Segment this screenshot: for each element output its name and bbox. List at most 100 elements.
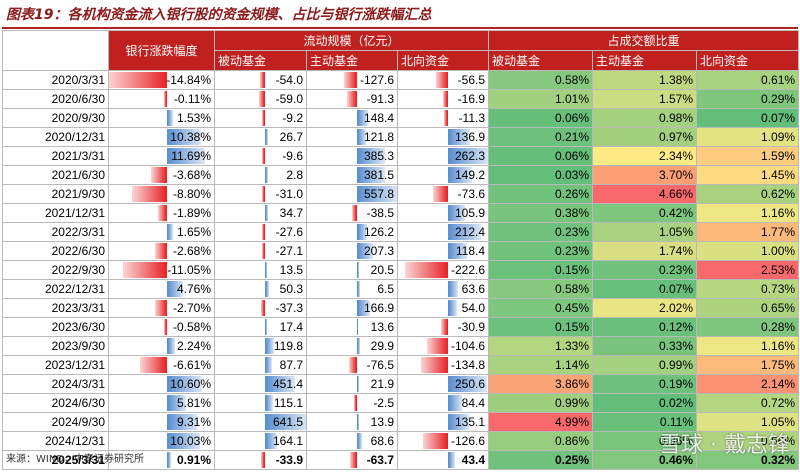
share-active-cell: 1.38% bbox=[592, 70, 698, 90]
flow-active-cell-value: 207.3 bbox=[363, 244, 394, 258]
share-active-cell: 0.07% bbox=[592, 279, 698, 299]
flow-northbound-cell: 84.4 bbox=[396, 393, 490, 413]
row-date: 2023/6/30 bbox=[2, 317, 109, 337]
flow-passive-cell-bar bbox=[261, 224, 266, 240]
flow-northbound-cell-bar bbox=[421, 357, 448, 373]
flow-passive-cell: 50.3 bbox=[214, 279, 307, 299]
flow-active-cell-bar bbox=[356, 110, 369, 126]
share-northbound-cell: 1.16% bbox=[696, 203, 800, 223]
flow-passive-cell-bar bbox=[265, 319, 268, 335]
share-northbound-cell: 0.65% bbox=[696, 298, 800, 318]
bank-change-cell: -11.05% bbox=[108, 260, 215, 280]
share-active-cell: 0.36% bbox=[592, 431, 698, 451]
table-row: 2023/6/30 -0.58% 17.4 13.6 -30.9 0.15% 0.12% 0.… bbox=[2, 317, 800, 337]
flow-northbound-cell-bar bbox=[447, 243, 467, 259]
bank-change-cell-value: -8.80% bbox=[172, 187, 211, 201]
flow-northbound-cell-bar bbox=[440, 319, 448, 335]
flow-passive-cell: 26.7 bbox=[214, 127, 307, 147]
flow-northbound-cell-bar bbox=[435, 72, 448, 88]
bank-change-cell-bar bbox=[166, 224, 173, 240]
flow-northbound-cell-bar bbox=[404, 262, 448, 278]
share-northbound-cell: 0.72% bbox=[696, 393, 800, 413]
bank-change-cell-value: 10.60% bbox=[170, 377, 211, 391]
flow-passive-cell-value: 17.4 bbox=[279, 320, 303, 334]
share-northbound-cell: 0.28% bbox=[696, 317, 800, 337]
flow-active-cell-value: -91.3 bbox=[366, 92, 394, 106]
share-passive-cell: 0.58% bbox=[488, 279, 594, 299]
share-northbound-cell: 1.09% bbox=[696, 127, 800, 147]
table-row: 2020/3/31 -14.84% -54.0 -127.6 -56.5 0.58% 1.3… bbox=[2, 70, 800, 90]
flow-active-cell: 381.5 bbox=[306, 165, 398, 185]
share-northbound-cell: 1.59% bbox=[696, 146, 800, 166]
share-active-cell: 0.12% bbox=[592, 317, 698, 337]
flow-passive-header: 被动基金 bbox=[214, 50, 307, 71]
flow-northbound-cell-bar bbox=[447, 224, 482, 240]
row-date: 2020/6/30 bbox=[2, 89, 109, 109]
flow-passive-cell-bar bbox=[265, 167, 269, 183]
flow-passive-cell: -33.9 bbox=[214, 450, 307, 470]
flow-active-cell: 29.9 bbox=[306, 336, 398, 356]
bank-change-cell-bar bbox=[166, 129, 201, 145]
share-passive-cell: 0.25% bbox=[488, 450, 594, 470]
share-passive-cell: 1.14% bbox=[488, 355, 594, 375]
flow-northbound-cell-bar bbox=[447, 129, 470, 145]
flow-northbound-cell: 135.1 bbox=[396, 412, 490, 432]
bank-change-cell: -2.68% bbox=[108, 241, 215, 261]
flow-northbound-cell: 262.3 bbox=[396, 146, 490, 166]
share-passive-cell: 0.23% bbox=[488, 241, 594, 261]
flow-active-cell-value: -38.5 bbox=[366, 206, 394, 220]
flow-northbound-cell-value: 43.4 bbox=[461, 453, 486, 467]
flow-active-cell-bar bbox=[356, 148, 386, 164]
flow-northbound-cell: 105.9 bbox=[396, 203, 490, 223]
flow-passive-cell-value: -9.6 bbox=[282, 149, 303, 163]
flow-active-cell-bar bbox=[356, 338, 360, 354]
share-passive-header: 被动基金 bbox=[488, 50, 594, 71]
figure-title: 图表19：各机构资金流入银行股的资金规模、占比与银行涨跌幅汇总 bbox=[6, 7, 432, 23]
flow-active-cell: 68.6 bbox=[306, 431, 398, 451]
bank-change-cell-value: -2.68% bbox=[172, 244, 211, 258]
flow-active-cell: 148.4 bbox=[306, 108, 398, 128]
share-active-cell: 0.42% bbox=[592, 203, 698, 223]
share-active-cell: 0.19% bbox=[592, 374, 698, 394]
row-date: 2021/6/30 bbox=[2, 165, 109, 185]
flow-passive-cell: -27.1 bbox=[214, 241, 307, 261]
flow-passive-cell-bar bbox=[265, 376, 295, 392]
flow-passive-cell-value: -9.2 bbox=[282, 111, 303, 125]
flow-active-cell-bar bbox=[356, 224, 367, 240]
flow-passive-cell: 451.4 bbox=[214, 374, 307, 394]
share-northbound-cell: 0.62% bbox=[696, 184, 800, 204]
bank-change-cell: 4.76% bbox=[108, 279, 215, 299]
flow-northbound-cell-value: 105.9 bbox=[455, 206, 486, 220]
row-date: 2022/12/31 bbox=[2, 279, 109, 299]
table-body: 2020/3/31 -14.84% -54.0 -127.6 -56.5 0.58% 1.3… bbox=[2, 70, 800, 470]
bank-change-cell: 10.03% bbox=[108, 431, 215, 451]
flow-active-cell-value: 557.8 bbox=[363, 187, 394, 201]
flow-active-cell-bar bbox=[353, 395, 357, 411]
flow-passive-cell: -59.0 bbox=[214, 89, 307, 109]
flow-passive-cell-value: 119.8 bbox=[273, 339, 303, 353]
table-row: 2023/12/31 -6.61% 87.7 -76.5 -134.8 1.14% 0.99… bbox=[2, 355, 800, 375]
bank-change-cell: 9.31% bbox=[108, 412, 215, 432]
flow-northbound-cell: 54.0 bbox=[396, 298, 490, 318]
share-northbound-cell: 1.16% bbox=[696, 336, 800, 356]
flow-active-cell-value: -76.5 bbox=[366, 358, 394, 372]
bank-change-cell-value: -1.89% bbox=[172, 206, 211, 220]
flow-active-cell-bar bbox=[356, 319, 359, 335]
bank-change-cell: -2.70% bbox=[108, 298, 215, 318]
flow-northbound-cell: 250.6 bbox=[396, 374, 490, 394]
flow-passive-cell-bar bbox=[265, 129, 268, 145]
flow-active-cell-value: 20.5 bbox=[370, 263, 394, 277]
bank-change-cell: -14.84% bbox=[108, 70, 215, 90]
flow-active-cell-value: 13.9 bbox=[370, 415, 394, 429]
row-date: 2021/9/30 bbox=[2, 184, 109, 204]
flow-passive-cell: 164.1 bbox=[214, 431, 307, 451]
bank-change-cell-bar bbox=[166, 376, 202, 392]
share-passive-cell: 0.26% bbox=[488, 184, 594, 204]
flow-active-cell-bar bbox=[356, 186, 397, 202]
flow-active-cell-value: 68.6 bbox=[370, 434, 394, 448]
flow-northbound-cell-bar bbox=[422, 433, 448, 449]
flow-northbound-cell: 149.2 bbox=[396, 165, 490, 185]
flow-northbound-cell-value: -16.9 bbox=[457, 92, 486, 106]
share-northbound-cell: 0.29% bbox=[696, 89, 800, 109]
flow-active-cell-value: 21.9 bbox=[370, 377, 394, 391]
